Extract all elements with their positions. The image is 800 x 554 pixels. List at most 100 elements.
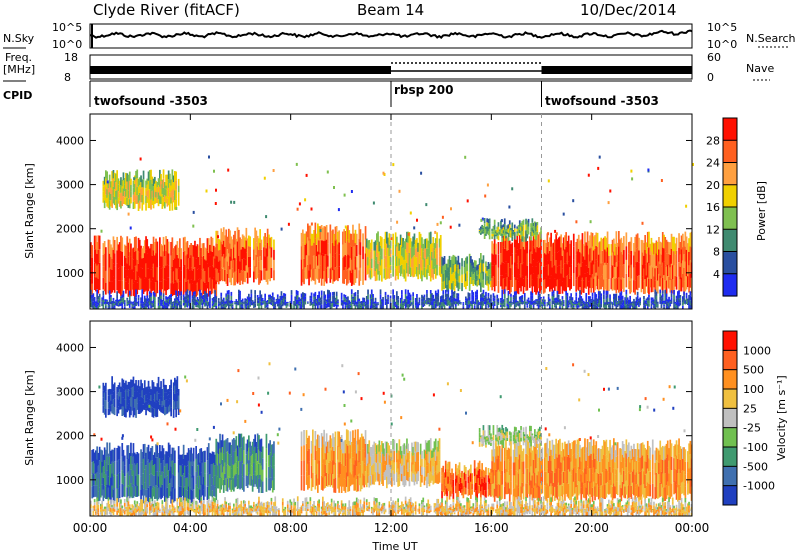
echo-cell — [525, 303, 527, 304]
echo-cell — [219, 448, 221, 464]
echo-cell — [389, 458, 392, 468]
echo-cell — [156, 471, 159, 487]
echo-cell — [444, 301, 447, 305]
echo-cell — [485, 296, 487, 301]
echo-cell — [235, 301, 238, 304]
echo-cell — [345, 241, 348, 256]
echo-cell — [106, 180, 109, 184]
echo-cell — [666, 241, 669, 254]
echo-cell — [347, 302, 349, 306]
echo-cell — [165, 189, 167, 197]
echo-cell — [354, 269, 357, 283]
echo-cell — [344, 255, 347, 267]
echo-cell — [166, 264, 169, 278]
echo-cell — [465, 302, 467, 305]
echo-cell — [113, 447, 116, 462]
echo-cell — [359, 477, 362, 492]
echo-cell — [551, 304, 554, 309]
echo-cell — [319, 305, 322, 309]
echo-cell — [92, 485, 95, 498]
echo-cell — [187, 300, 190, 303]
echo-cell — [376, 454, 378, 463]
echo-cell — [391, 450, 393, 460]
echo-cell — [675, 250, 678, 264]
echo-cell — [171, 179, 174, 190]
echo-cell — [192, 257, 195, 269]
echo-cell — [566, 300, 569, 305]
station-title: Clyde River (fitACF) — [93, 1, 240, 19]
echo-cell — [358, 254, 361, 271]
echo-cell — [408, 232, 411, 243]
echo-cell — [631, 303, 634, 306]
echo-cell — [434, 248, 437, 259]
echo-cell — [116, 488, 118, 503]
echo-cell — [648, 294, 650, 298]
echo-cell — [404, 260, 407, 271]
echo-cell — [200, 248, 203, 259]
echo-cell — [110, 181, 112, 188]
echo-cell — [125, 180, 127, 189]
echo-cell — [404, 294, 407, 299]
echo-cell — [570, 276, 572, 289]
echo-cell — [162, 169, 165, 179]
echo-cell — [406, 459, 408, 470]
echo-cell — [194, 254, 196, 268]
echo-cell — [358, 239, 361, 255]
echo-cell — [340, 302, 343, 306]
echo-cell — [670, 278, 673, 294]
echo-cell — [345, 302, 348, 305]
echo-cell — [324, 441, 327, 454]
echo-cell — [658, 237, 660, 250]
echo-cell — [231, 258, 234, 269]
echo-cell — [190, 279, 192, 292]
echo-cell — [389, 295, 392, 299]
echo-cell — [644, 302, 646, 305]
echo-cell — [325, 459, 328, 473]
echo-cell — [355, 301, 358, 303]
echo-cell — [446, 293, 448, 297]
echo-cell — [559, 304, 561, 307]
echo-cell — [397, 468, 399, 478]
noise-left-tick-top: 10^5 — [52, 21, 83, 34]
echo-cell — [517, 281, 520, 295]
echo-cell — [409, 297, 412, 301]
echo-cell — [328, 298, 330, 303]
echo-cell — [212, 302, 215, 305]
echo-cell — [132, 443, 135, 457]
echo-cell — [324, 453, 327, 465]
echo-cell — [611, 307, 614, 309]
echo-cell — [197, 299, 200, 302]
echo-cell — [592, 250, 595, 265]
echo-cell — [490, 262, 492, 269]
echo-cell — [337, 460, 339, 475]
echo-cell — [105, 194, 107, 203]
echo-cell — [426, 476, 428, 488]
echo-cell — [663, 306, 665, 309]
echo-cell — [396, 443, 398, 453]
echo-cell — [170, 185, 172, 192]
echo-cell — [466, 263, 468, 272]
echo-cell — [408, 292, 411, 297]
echo-cell — [429, 293, 432, 298]
echo-cell — [97, 299, 100, 303]
freq-band-1 — [90, 66, 391, 74]
echo-cell — [112, 489, 115, 503]
echo-cell — [206, 297, 209, 302]
echo-cell — [228, 253, 230, 266]
echo-cell — [239, 433, 241, 448]
echo-cell — [603, 237, 605, 252]
echo-cell — [112, 300, 115, 304]
echo-cell — [466, 298, 468, 302]
echo-cell — [521, 226, 524, 232]
echo-cell — [207, 304, 210, 306]
echo-cell — [539, 297, 541, 301]
colorbar-swatch — [723, 162, 737, 186]
echo-cell — [332, 292, 334, 296]
echo-cell — [495, 264, 497, 276]
echo-cell — [544, 299, 546, 302]
echo-cell — [256, 461, 259, 475]
echo-cell — [174, 450, 176, 464]
echo-cell — [122, 294, 125, 298]
echo-cell — [101, 299, 103, 302]
echo-cell — [152, 486, 155, 497]
